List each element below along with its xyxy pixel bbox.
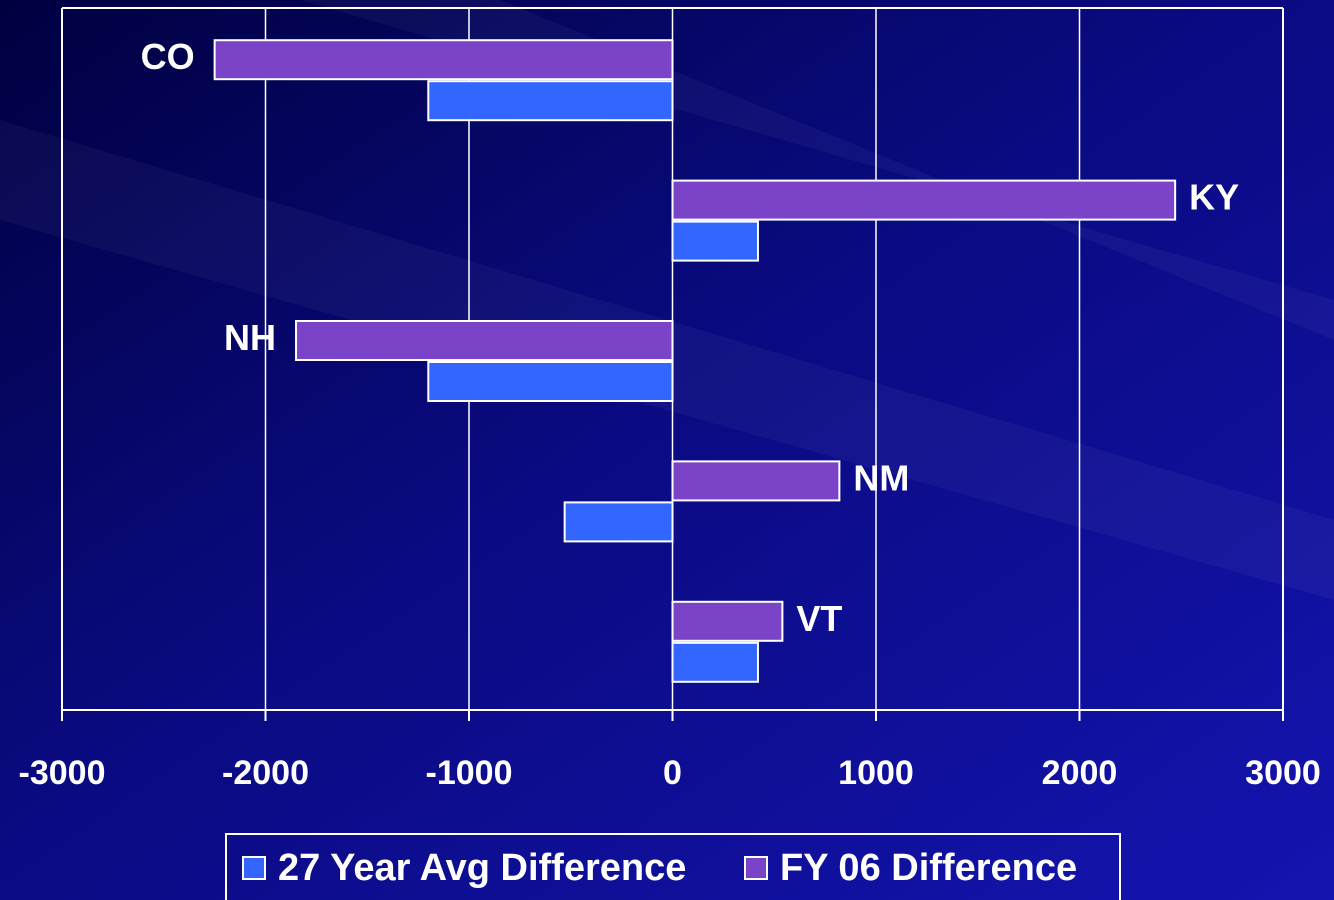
bar — [671, 641, 759, 683]
category-label: VT — [796, 598, 842, 639]
bar — [671, 600, 784, 642]
bar — [671, 460, 841, 502]
x-tick-label: -3000 — [19, 754, 106, 792]
x-tick-label: 2000 — [1042, 754, 1118, 792]
legend-box — [225, 833, 1121, 900]
bar — [427, 361, 674, 402]
x-tick-label: -1000 — [426, 754, 513, 792]
bar — [295, 320, 674, 361]
category-label: NM — [853, 457, 909, 498]
legend-swatch — [242, 856, 266, 880]
bar — [563, 501, 674, 543]
x-tick-label: 0 — [663, 754, 682, 792]
x-tick-label: 1000 — [838, 754, 914, 792]
bar — [213, 39, 674, 81]
legend-swatch — [744, 856, 768, 880]
bar — [671, 179, 1177, 221]
bar — [427, 80, 674, 122]
category-label: NH — [224, 317, 276, 358]
legend-label: 27 Year Avg Difference — [278, 847, 686, 889]
bar — [671, 220, 759, 262]
x-tick-label: 3000 — [1245, 754, 1321, 792]
category-label: KY — [1189, 177, 1239, 218]
legend-label: FY 06 Difference — [780, 847, 1077, 889]
x-tick-label: -2000 — [222, 754, 309, 792]
category-label: CO — [141, 36, 195, 77]
